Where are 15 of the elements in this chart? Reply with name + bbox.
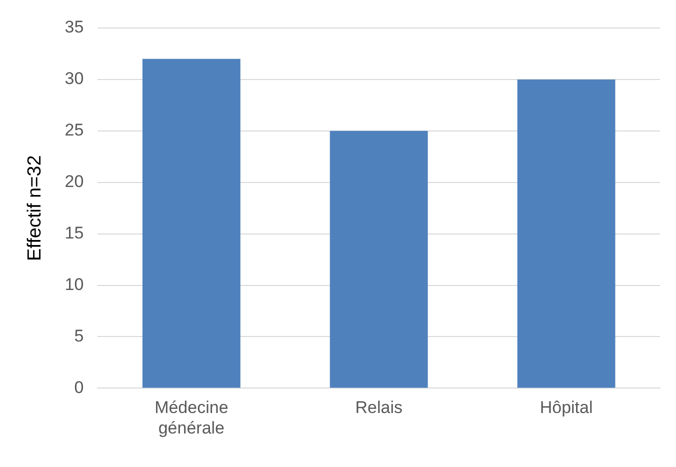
y-tick-label: 0: [74, 378, 84, 397]
x-tick-label: Relais: [355, 398, 402, 418]
y-axis-title: Effectif n=32: [24, 155, 46, 262]
bar: [517, 79, 616, 388]
y-tick-label: 35: [64, 18, 84, 37]
y-tick-label: 10: [64, 274, 84, 294]
y-tick-label: 25: [64, 120, 84, 140]
y-tick-label: 15: [64, 224, 84, 243]
bar: [330, 130, 428, 388]
y-tick-label: 5: [74, 326, 84, 346]
x-tick-label: Médecine générale: [154, 398, 228, 438]
x-tick-label: Hôpital: [540, 398, 593, 418]
bar: [142, 58, 240, 388]
y-tick-label: 30: [64, 69, 84, 88]
y-tick-label: 20: [64, 172, 84, 192]
